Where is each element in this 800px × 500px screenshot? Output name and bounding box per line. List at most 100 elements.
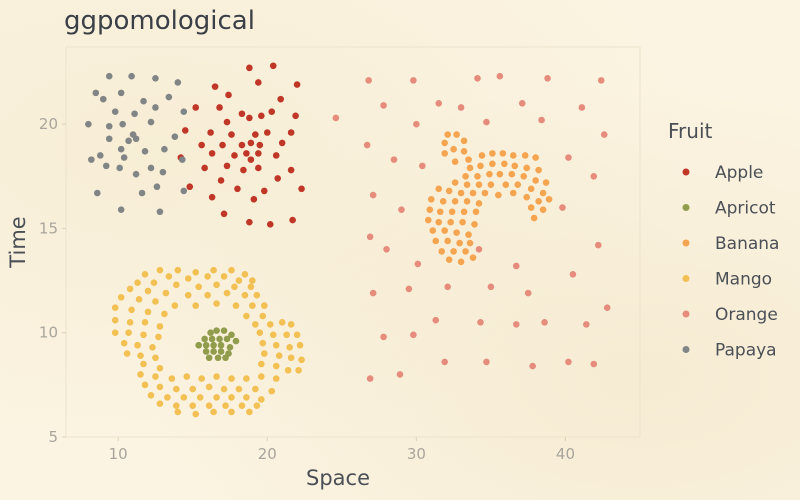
mango-point <box>161 310 168 318</box>
banana-point <box>444 131 451 138</box>
papaya-point <box>152 104 159 111</box>
banana-point <box>453 229 460 236</box>
banana-point <box>465 156 472 163</box>
mango-point <box>260 302 268 309</box>
series-orange <box>332 72 611 382</box>
orange-point <box>565 358 572 366</box>
banana-point <box>439 198 447 205</box>
orange-point <box>590 360 598 368</box>
banana-point <box>460 147 468 155</box>
apple-point <box>217 177 225 184</box>
banana-point <box>539 189 547 197</box>
apricot-point <box>207 329 214 337</box>
apricot-point <box>214 354 222 362</box>
apple-point <box>208 150 216 157</box>
apple-point <box>292 112 299 120</box>
banana-point <box>459 218 466 226</box>
mango-point <box>283 331 290 339</box>
orange-point <box>366 233 374 241</box>
mango-point <box>125 329 132 337</box>
legend-label-orange: Orange <box>715 305 778 325</box>
apple-point <box>258 112 265 120</box>
apple-point <box>260 187 268 195</box>
mango-point <box>252 321 259 328</box>
papaya-point <box>102 162 110 170</box>
banana-point <box>475 181 483 188</box>
orange-point <box>363 141 371 149</box>
banana-point <box>527 185 535 193</box>
banana-point <box>520 173 528 180</box>
mango-point <box>137 352 144 359</box>
mango-point <box>156 323 164 330</box>
mango-point <box>258 396 265 403</box>
orange-point <box>512 321 520 328</box>
mango-point <box>155 333 162 341</box>
mango-point <box>243 312 250 320</box>
mango-point <box>180 394 188 401</box>
banana-point <box>441 150 448 157</box>
banana-point <box>436 208 444 216</box>
legend-label-banana: Banana <box>715 234 779 254</box>
orange-point <box>569 271 577 278</box>
mango-point <box>111 329 119 337</box>
orange-point <box>583 321 590 328</box>
banana-point <box>441 139 448 147</box>
papaya-point <box>159 168 167 176</box>
orange-point <box>383 245 390 253</box>
banana-point <box>508 170 516 178</box>
mango-point <box>128 306 135 314</box>
apple-point <box>263 129 271 136</box>
mango-point <box>259 312 267 320</box>
x-tick-label: 10 <box>109 445 128 463</box>
banana-point <box>539 206 547 213</box>
mango-point <box>173 281 180 289</box>
legend-title: Fruit <box>668 119 713 143</box>
banana-point <box>523 164 530 172</box>
mango-point <box>232 302 240 309</box>
mango-point <box>286 344 293 351</box>
banana-point <box>472 208 480 216</box>
mango-point <box>293 331 301 339</box>
apple-point <box>223 162 231 170</box>
legend-key-apricot <box>682 204 690 211</box>
orange-point <box>538 116 545 124</box>
papaya-point <box>161 145 168 153</box>
mango-point <box>134 279 141 286</box>
legend-label-apricot: Apricot <box>715 199 776 219</box>
banana-point <box>462 173 469 180</box>
banana-point <box>445 256 453 264</box>
apricot-point <box>208 335 216 343</box>
apricot-point <box>220 327 228 334</box>
orange-point <box>477 318 484 326</box>
mango-point <box>195 283 202 291</box>
mango-point <box>173 402 180 410</box>
series-apple <box>177 62 305 228</box>
orange-point <box>483 358 490 366</box>
apple-point <box>247 139 255 147</box>
apple-point <box>207 129 214 136</box>
orange-point <box>529 362 536 370</box>
orange-point <box>597 77 605 84</box>
apple-point <box>223 118 231 126</box>
apple-point <box>198 141 205 149</box>
apple-point <box>269 62 277 70</box>
mango-point <box>243 394 250 401</box>
banana-point <box>469 254 477 261</box>
apple-point <box>274 175 282 182</box>
banana-point <box>457 258 465 266</box>
legend-label-apple: Apple <box>715 163 763 183</box>
papaya-point <box>105 72 113 80</box>
apple-point <box>272 152 280 159</box>
apple-point <box>181 127 189 134</box>
mango-point <box>258 360 265 368</box>
orange-point <box>444 283 451 291</box>
series-banana <box>424 131 553 266</box>
apple-point <box>220 210 228 218</box>
banana-point <box>523 193 530 201</box>
orange-point <box>332 114 340 122</box>
banana-point <box>478 152 486 159</box>
apricot-point <box>213 327 220 334</box>
papaya-point <box>180 108 188 115</box>
banana-point <box>441 227 448 234</box>
